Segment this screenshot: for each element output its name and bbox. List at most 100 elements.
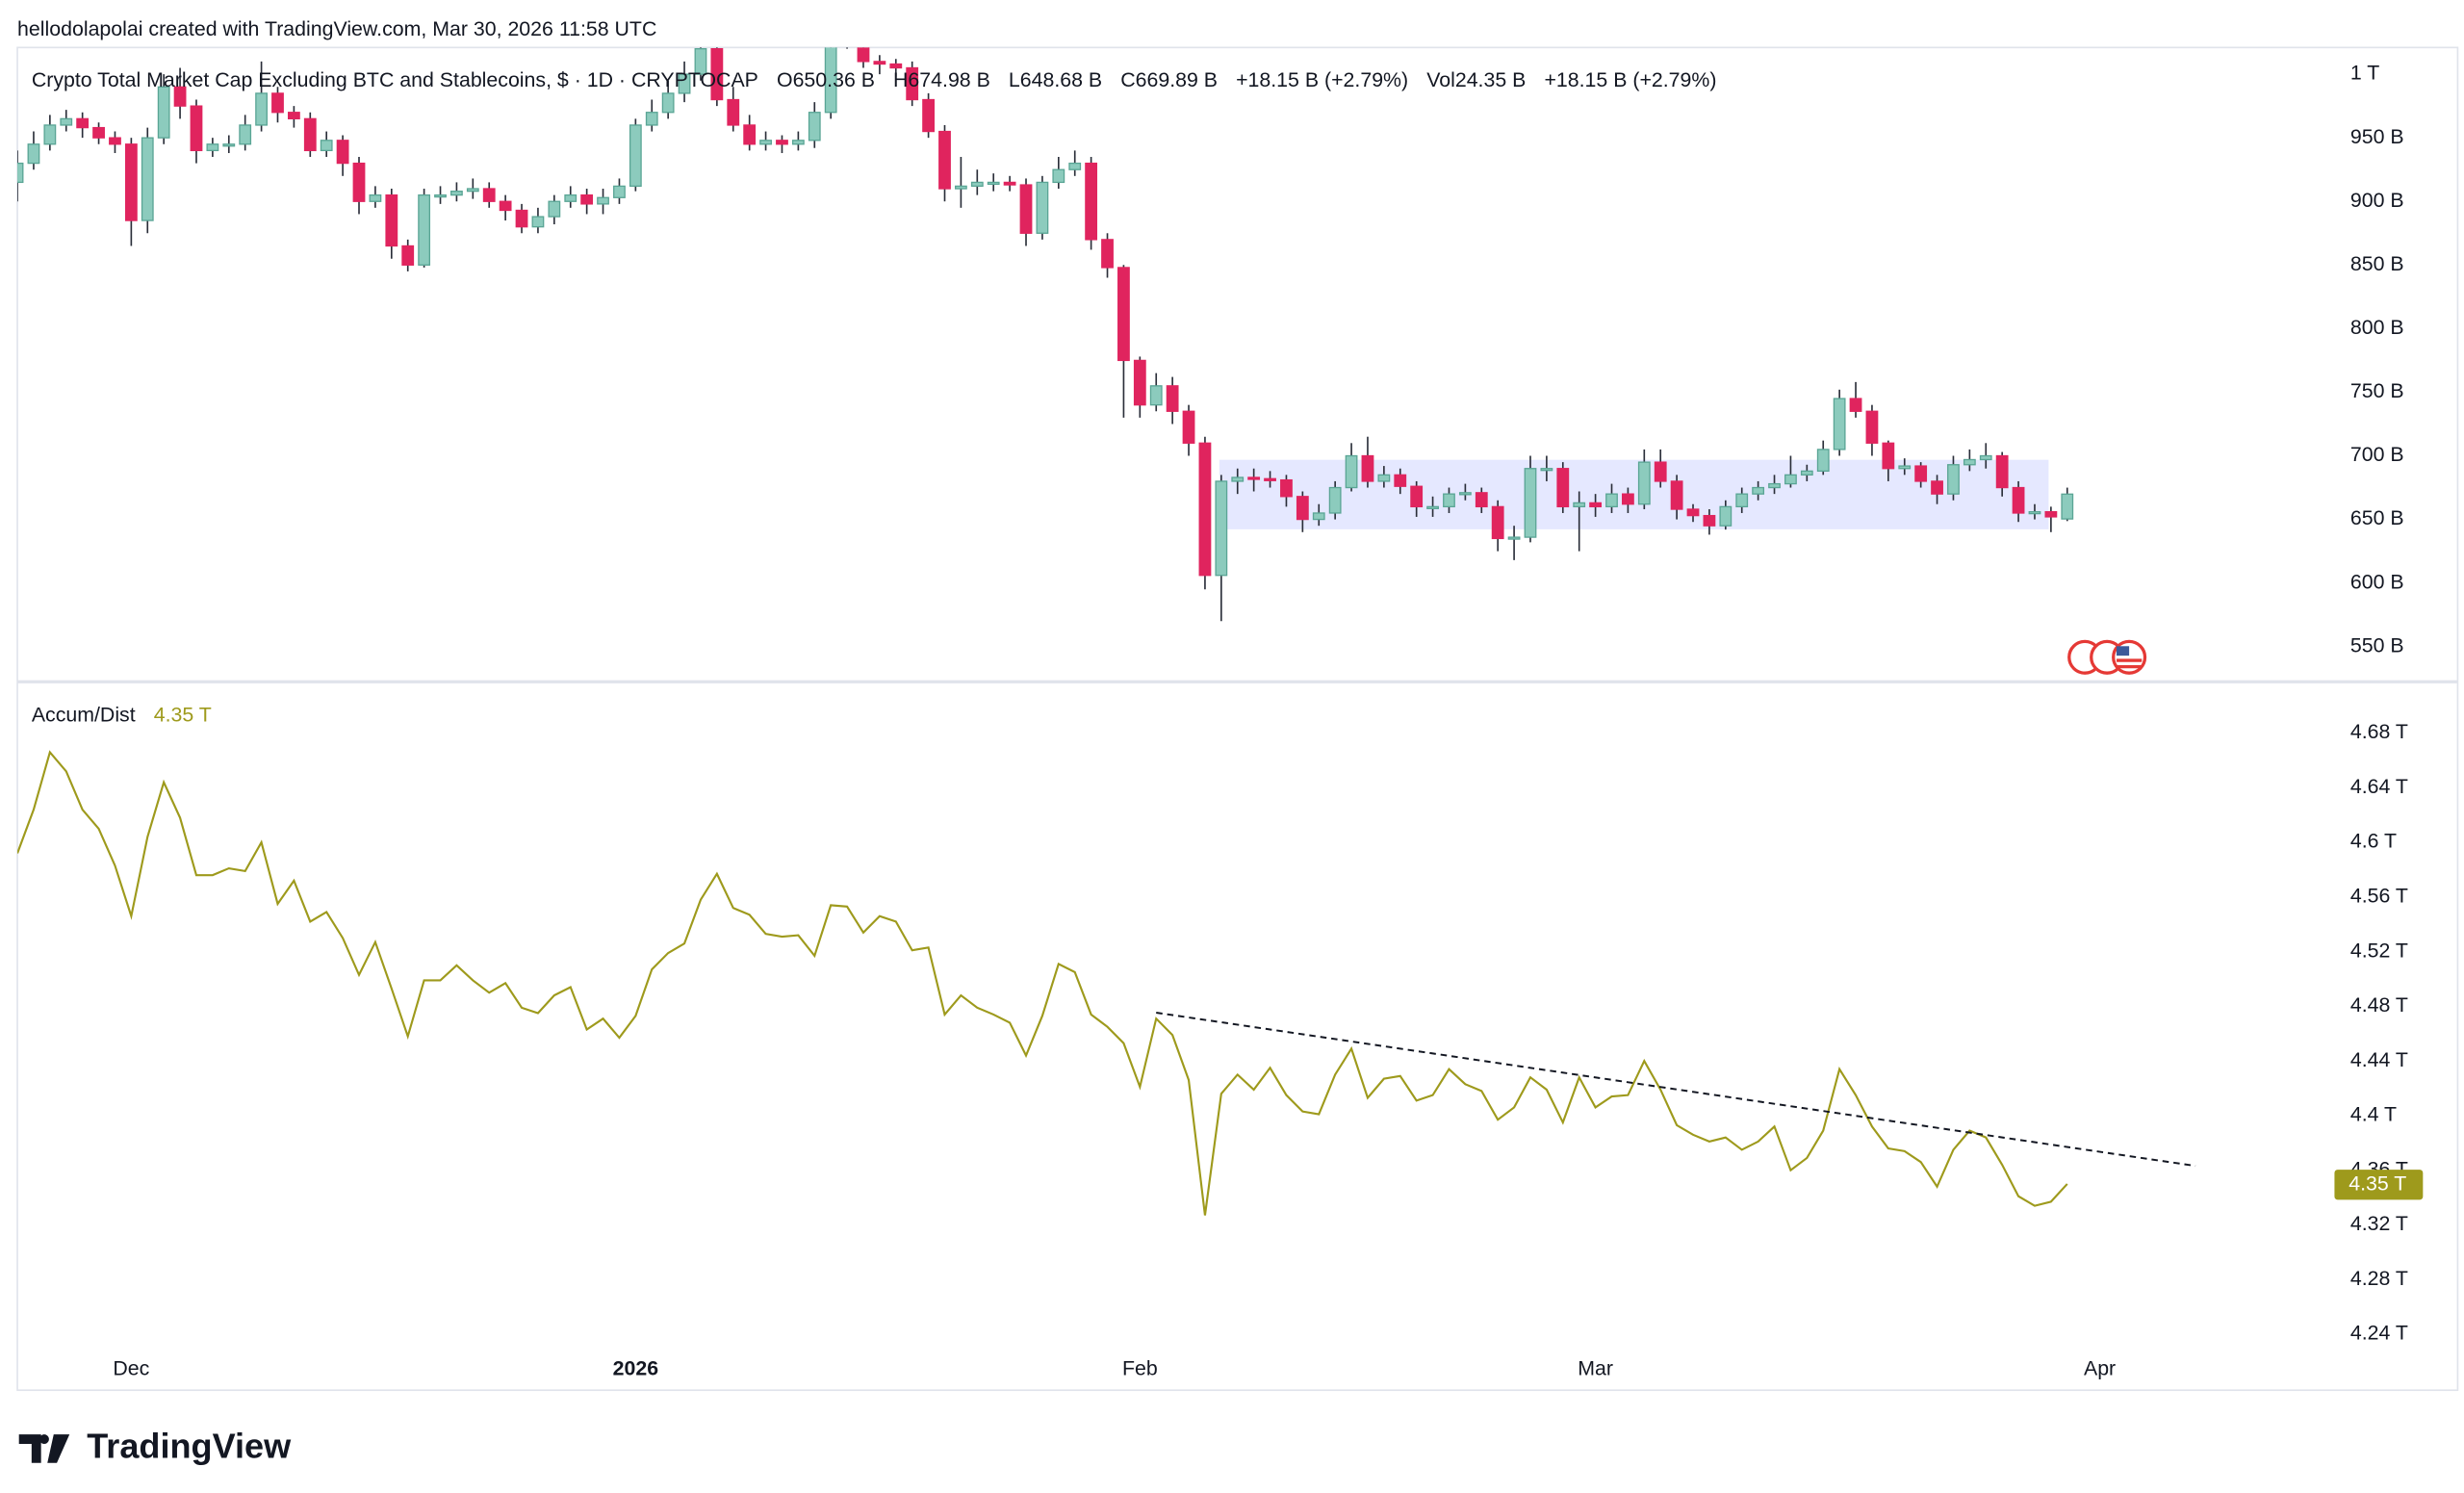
candle-body — [1475, 492, 1488, 508]
candle-body — [27, 143, 40, 165]
candle-body — [1719, 505, 1732, 527]
candle-body — [1800, 470, 1813, 476]
candle-body — [597, 196, 609, 205]
candle-body — [613, 185, 626, 198]
y-tick-label: 800 B — [2350, 316, 2404, 339]
candle-body — [1264, 477, 1276, 481]
candle-body — [173, 86, 187, 107]
candle-body — [922, 98, 935, 133]
candle-body — [1540, 468, 1553, 472]
candle-body — [92, 126, 105, 139]
candle-body — [1914, 465, 1928, 482]
candle-body — [303, 117, 317, 152]
candle-body — [76, 117, 90, 129]
candle-body — [1345, 454, 1358, 489]
candle-body — [434, 193, 447, 198]
candle-body — [1377, 474, 1391, 482]
candle-body — [889, 63, 903, 69]
candle-body — [1328, 486, 1342, 514]
y-tick-label: 650 B — [2350, 506, 2404, 529]
candle-body — [1458, 492, 1472, 496]
candle-body — [1849, 398, 1862, 412]
candle-body — [548, 200, 561, 218]
candle-body — [1117, 267, 1130, 362]
y-tick-label: 750 B — [2350, 379, 2404, 402]
candle-body — [1995, 454, 2009, 489]
y-tick-label: 4.44 T — [2350, 1048, 2408, 1071]
chart-frame — [16, 46, 2459, 1392]
symbol-title: Crypto Total Market Cap Excluding BTC an… — [32, 67, 758, 90]
last-value-label: 4.35 T — [2348, 1171, 2406, 1195]
candle-body — [1963, 458, 1976, 466]
x-tick-label: 2026 — [613, 1357, 659, 1380]
candle-body — [1670, 480, 1683, 510]
candle-body — [580, 193, 594, 205]
candle-body — [255, 92, 268, 126]
candle-body — [1622, 493, 1634, 505]
candle-body — [857, 47, 870, 63]
candle-body — [60, 117, 73, 126]
candle-body — [1149, 385, 1163, 406]
candle-body — [1052, 168, 1065, 184]
candle-body — [124, 143, 138, 221]
indicator-pane — [17, 750, 2068, 1216]
y-tick-label: 600 B — [2350, 570, 2404, 593]
candle-body — [401, 245, 415, 266]
ohlc-volume: Vol24.35 B — [1426, 67, 1526, 90]
candle-body — [1898, 465, 1912, 470]
candle-body — [1182, 410, 1195, 444]
candle-body — [1394, 474, 1407, 487]
candle-body — [239, 124, 252, 145]
price-pane — [17, 36, 2074, 622]
y-tick-label: 850 B — [2350, 252, 2404, 275]
candle-body — [1784, 474, 1797, 485]
candle-body — [466, 188, 479, 193]
candle-body — [2044, 510, 2058, 518]
candle-body — [1556, 468, 1570, 508]
candle-body — [190, 105, 203, 152]
indicator-legend: Accum/Dist 4.35 T — [32, 703, 212, 726]
candle-body — [1637, 461, 1651, 505]
candle-body — [1882, 442, 1895, 470]
candle-body — [1833, 398, 1846, 450]
candle-body — [661, 92, 675, 114]
candle-body — [1573, 502, 1586, 508]
candle-body — [1003, 181, 1016, 186]
y-tick-label: 4.48 T — [2350, 993, 2408, 1017]
candle-body — [369, 193, 382, 202]
candle-body — [320, 140, 333, 152]
candle-body — [1231, 476, 1245, 482]
y-tick-label: 4.4 T — [2350, 1103, 2397, 1126]
candle-body — [694, 48, 707, 75]
candle-body — [906, 66, 919, 101]
candle-body — [482, 188, 496, 202]
price-legend: Crypto Total Market Cap Excluding BTC an… — [32, 67, 1717, 90]
attribution: hellodolapolai created with TradingView.… — [17, 17, 656, 40]
candle-body — [710, 48, 724, 101]
y-tick-label: 4.6 T — [2350, 830, 2397, 853]
candle-body — [955, 185, 967, 190]
y-tick-label: 550 B — [2350, 633, 2404, 656]
y-tick-label: 4.68 T — [2350, 720, 2408, 743]
candle-body — [1605, 493, 1618, 508]
candle-body — [385, 193, 398, 247]
indicator-line — [17, 750, 2068, 1216]
candle-body — [1036, 181, 1049, 234]
candle-body — [1768, 482, 1781, 489]
candle-body — [841, 36, 852, 38]
candle-body — [1133, 359, 1146, 406]
candle-body — [678, 73, 691, 94]
candle-body — [43, 124, 57, 145]
y-tick-label: 4.52 T — [2350, 939, 2408, 962]
y-tick-label: 4.24 T — [2350, 1322, 2408, 1345]
candle-body — [336, 140, 349, 165]
ohlc-volume-change: +18.15 B (+2.79%) — [1544, 67, 1716, 90]
y-tick-label: 4.28 T — [2350, 1267, 2408, 1290]
indicator-name: Accum/Dist — [32, 703, 136, 726]
candle-body — [1215, 480, 1228, 577]
candle-body — [1068, 162, 1082, 170]
ohlc-change: +18.15 B (+2.79%) — [1236, 67, 1408, 90]
candle-body — [1410, 485, 1424, 508]
ohlc-open: O650.36 B — [777, 67, 875, 90]
